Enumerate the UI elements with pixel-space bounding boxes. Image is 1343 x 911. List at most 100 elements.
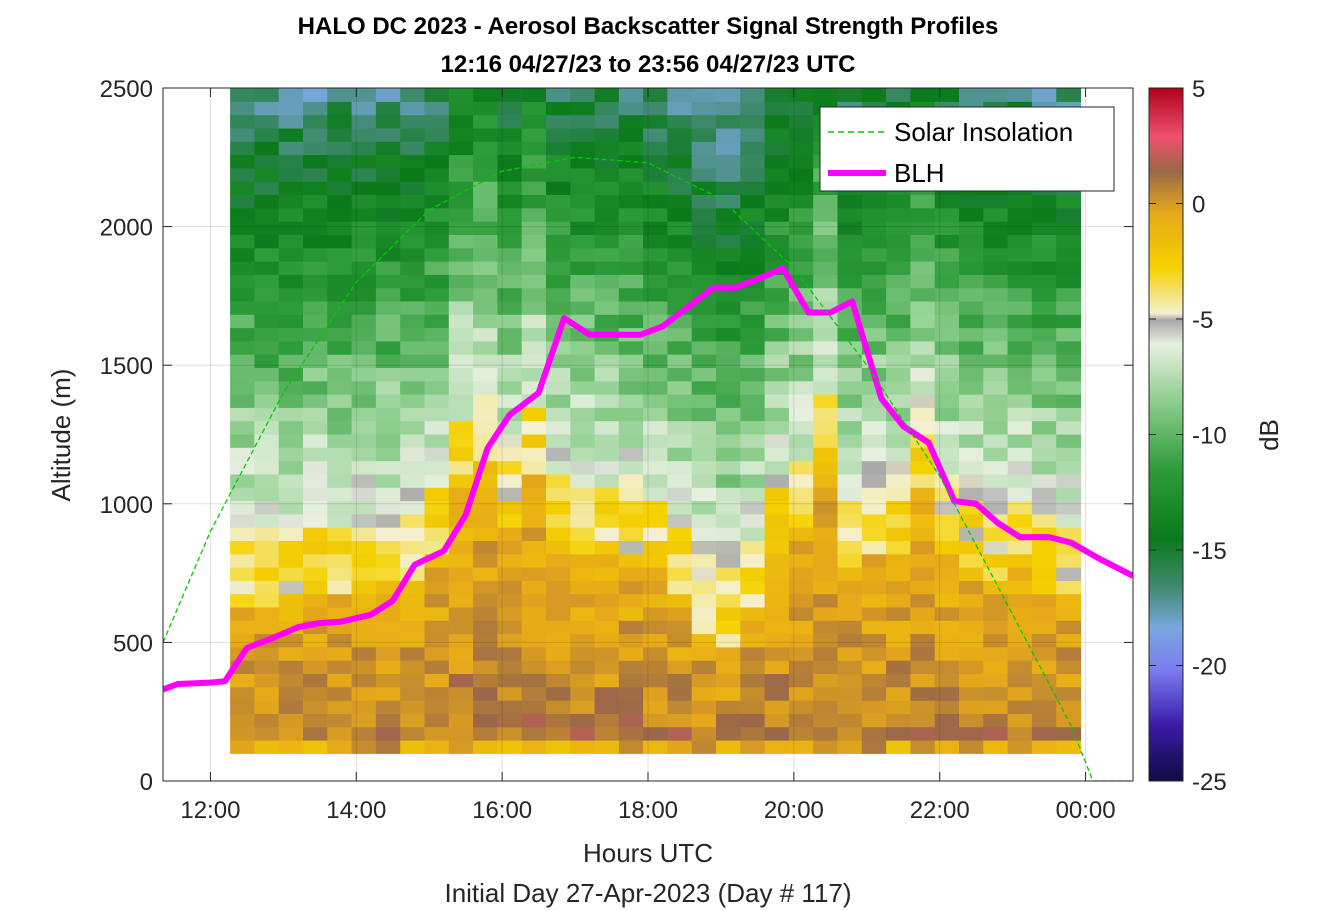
heatmap-cell [691, 88, 717, 102]
heatmap-cell [1007, 354, 1033, 368]
heatmap-cell [448, 194, 474, 209]
heatmap-cell [764, 127, 790, 142]
heatmap-cell [959, 247, 984, 262]
heatmap-cell [788, 660, 814, 674]
heatmap-cell [570, 354, 596, 368]
heatmap-cell [351, 314, 377, 329]
heatmap-cell [303, 673, 328, 688]
heatmap-cell [813, 447, 839, 462]
heatmap-cell [375, 686, 401, 701]
heatmap-cell [448, 407, 474, 422]
heatmap-cell [594, 673, 620, 688]
heatmap-cell [546, 513, 571, 528]
heatmap-cell [303, 700, 328, 714]
heatmap-cell [764, 660, 790, 674]
heatmap-cell [716, 606, 741, 621]
heatmap-cell [351, 194, 377, 209]
heatmap-cell [740, 88, 766, 102]
heatmap-cell [327, 500, 353, 515]
heatmap-cell [983, 740, 1009, 754]
heatmap-cell [983, 300, 1009, 315]
heatmap-cell [497, 88, 523, 102]
colorbar-tick-label: -5 [1192, 307, 1213, 334]
heatmap-cell [740, 314, 766, 329]
heatmap-cell [351, 740, 377, 754]
heatmap-cell [667, 487, 693, 502]
heatmap-cell [886, 487, 911, 502]
heatmap-cell [546, 673, 571, 688]
heatmap-cell [910, 274, 936, 289]
heatmap-cell [788, 101, 814, 116]
heatmap-cell [837, 274, 863, 289]
heatmap-cell [886, 433, 911, 448]
heatmap-cell [1007, 327, 1033, 342]
heatmap-cell [934, 327, 960, 342]
heatmap-cell [788, 141, 814, 156]
heatmap-cell [934, 340, 960, 355]
heatmap-cell [788, 726, 814, 741]
heatmap-cell [327, 660, 353, 674]
heatmap-cell [837, 513, 863, 528]
heatmap-cell [667, 473, 693, 488]
heatmap-cell [861, 473, 887, 488]
heatmap-cell [375, 261, 401, 275]
heatmap-cell [594, 646, 620, 661]
heatmap-cell [813, 553, 839, 568]
heatmap-cell [691, 101, 717, 116]
heatmap-cell [424, 300, 450, 315]
heatmap-cell [618, 513, 644, 528]
x-tick-label: 00:00 [1056, 797, 1116, 824]
heatmap-cell [424, 580, 450, 595]
heatmap-cell [570, 726, 596, 741]
heatmap-cell [813, 274, 839, 289]
heatmap-cell [570, 407, 596, 422]
heatmap-cell [546, 141, 571, 156]
heatmap-cell [1056, 473, 1082, 488]
heatmap-cell [959, 340, 984, 355]
heatmap-cell [254, 420, 280, 435]
x-tick-label: 14:00 [326, 797, 386, 824]
heatmap-cell [424, 141, 450, 156]
heatmap-cell [278, 234, 304, 249]
heatmap-cell [667, 380, 693, 395]
heatmap-cell [375, 487, 401, 502]
heatmap-cell [1031, 660, 1057, 674]
heatmap-cell [764, 234, 790, 249]
heatmap-cell [667, 154, 693, 169]
heatmap-cell [691, 300, 717, 315]
heatmap-cell [1031, 221, 1057, 235]
heatmap-cell [740, 527, 766, 541]
heatmap-cell [959, 540, 984, 555]
heatmap-cell [254, 513, 280, 528]
heatmap-cell [837, 487, 863, 502]
heatmap-cell [400, 274, 426, 289]
heatmap-cell [278, 88, 304, 102]
heatmap-cell [497, 567, 523, 581]
heatmap-cell [813, 327, 839, 342]
heatmap-cell [375, 646, 401, 661]
heatmap-cell [546, 407, 571, 422]
heatmap-cell [861, 327, 887, 342]
heatmap-cell [327, 700, 353, 714]
heatmap-cell [740, 167, 766, 182]
heatmap-cell [303, 473, 328, 488]
heatmap-cell [497, 606, 523, 621]
heatmap-cell [764, 620, 790, 635]
heatmap-cell [351, 367, 377, 382]
heatmap-cell [764, 194, 790, 209]
heatmap-cell [910, 314, 936, 329]
heatmap-cell [1031, 407, 1057, 422]
heatmap-cell [400, 633, 426, 648]
heatmap-cell [594, 420, 620, 435]
heatmap-cell [375, 433, 401, 448]
heatmap-cell [837, 234, 863, 249]
heatmap-cell [230, 407, 255, 422]
heatmap-cell [254, 686, 280, 701]
heatmap-cell [740, 540, 766, 555]
heatmap-cell [1031, 580, 1057, 595]
heatmap-cell [594, 367, 620, 382]
heatmap-cell [303, 726, 328, 741]
heatmap-cell [424, 154, 450, 169]
heatmap-cell [716, 141, 741, 156]
heatmap-cell [886, 660, 911, 674]
